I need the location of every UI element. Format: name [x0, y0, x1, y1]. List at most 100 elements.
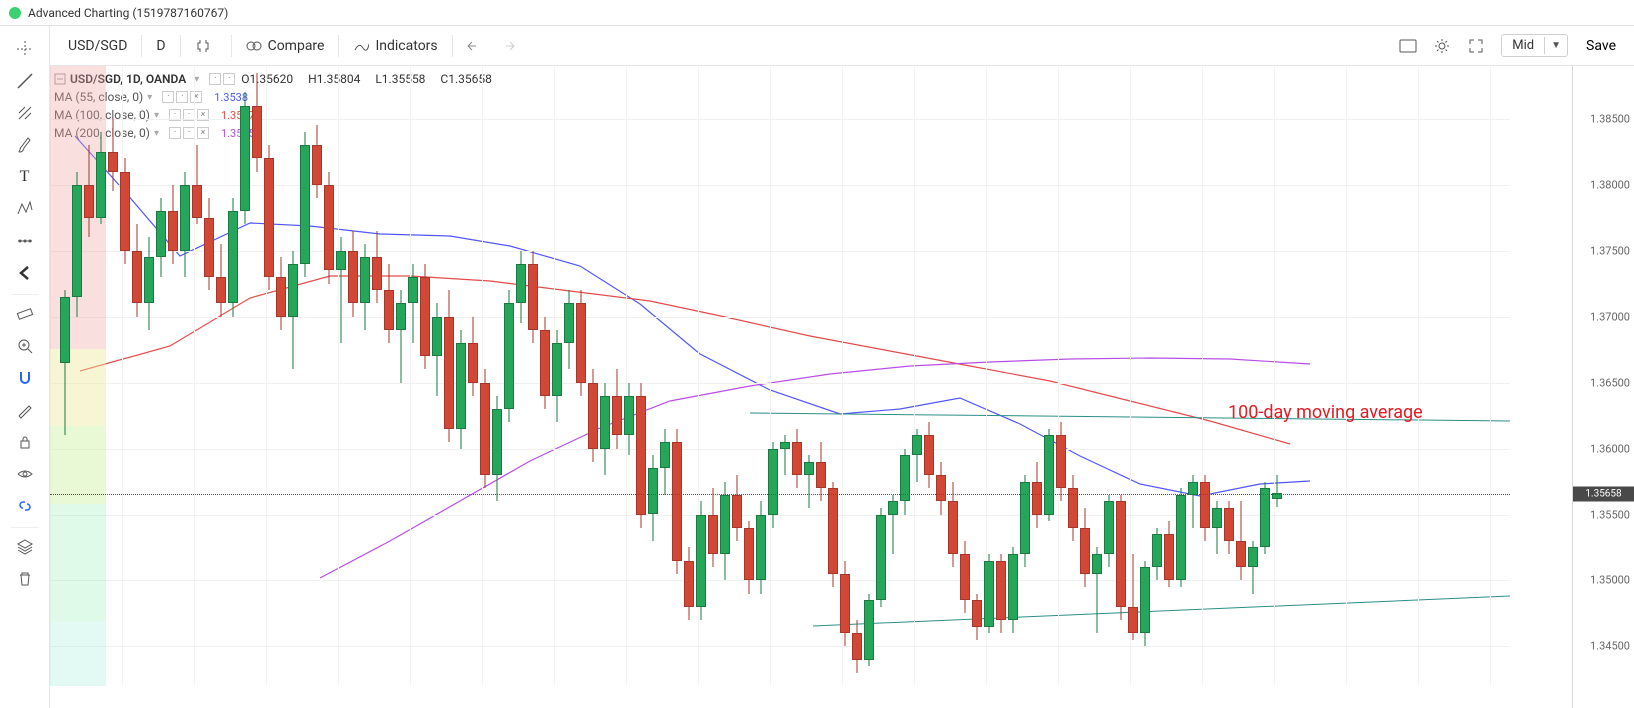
- candle: [540, 66, 550, 686]
- candle: [1200, 66, 1210, 686]
- interval-select[interactable]: D: [146, 34, 175, 58]
- window-title-bar: Advanced Charting (1519787160767): [0, 0, 1634, 26]
- trendline-tool[interactable]: [7, 66, 43, 96]
- candle: [1176, 66, 1186, 686]
- back-tool[interactable]: [7, 258, 43, 288]
- candle: [612, 66, 622, 686]
- magnet-tool[interactable]: [7, 363, 43, 393]
- pattern-tool[interactable]: [7, 194, 43, 224]
- draw-tool[interactable]: [7, 395, 43, 425]
- candle: [708, 66, 718, 686]
- candle: [192, 66, 202, 686]
- candle: [756, 66, 766, 686]
- candle: [636, 66, 646, 686]
- screenshot-button[interactable]: [1391, 32, 1425, 60]
- candle: [1140, 66, 1150, 686]
- candle: [60, 66, 70, 686]
- candle: [1044, 66, 1054, 686]
- link-tool[interactable]: [7, 491, 43, 521]
- layers-tool[interactable]: [7, 532, 43, 562]
- candle: [144, 66, 154, 686]
- candle: [528, 66, 538, 686]
- settings-button[interactable]: [1425, 32, 1459, 60]
- candle-icon: [195, 38, 211, 54]
- candle: [672, 66, 682, 686]
- candle: [1188, 66, 1198, 686]
- candle: [648, 66, 658, 686]
- candle: [516, 66, 526, 686]
- candle: [252, 66, 262, 686]
- candle: [552, 66, 562, 686]
- candle: [300, 66, 310, 686]
- save-button[interactable]: Save: [1576, 34, 1626, 58]
- candle: [1236, 66, 1246, 686]
- candle: [1056, 66, 1066, 686]
- redo-button[interactable]: [491, 32, 525, 60]
- candle: [576, 66, 586, 686]
- chart-plot[interactable]: USD/SGD, 1D, OANDA ▾ ·· O1.35620 H1.3580…: [50, 66, 1510, 686]
- top-toolbar: USD/SGD D Compare Indicators Mid ▼ Save: [50, 26, 1634, 66]
- candle: [132, 66, 142, 686]
- text-tool[interactable]: T: [7, 162, 43, 192]
- candle: [684, 66, 694, 686]
- candle: [1224, 66, 1234, 686]
- candle: [1164, 66, 1174, 686]
- candle: [1020, 66, 1030, 686]
- candle: [156, 66, 166, 686]
- candle: [780, 66, 790, 686]
- indicators-button[interactable]: Indicators: [343, 34, 447, 58]
- pitchfork-tool[interactable]: [7, 98, 43, 128]
- y-tick: 1.38500: [1590, 112, 1630, 125]
- chart-style-select[interactable]: [185, 34, 227, 58]
- window-title: Advanced Charting (1519787160767): [28, 6, 228, 20]
- candle: [360, 66, 370, 686]
- candle: [600, 66, 610, 686]
- candle: [1260, 66, 1270, 686]
- y-tick: 1.36500: [1590, 376, 1630, 389]
- compare-icon: [246, 38, 262, 54]
- ruler-tool[interactable]: [7, 299, 43, 329]
- candle: [264, 66, 274, 686]
- candle: [1104, 66, 1114, 686]
- candle: [204, 66, 214, 686]
- candle: [72, 66, 82, 686]
- y-tick: 1.35500: [1590, 508, 1630, 521]
- crosshair-tool[interactable]: [7, 34, 43, 64]
- candle: [336, 66, 346, 686]
- undo-button[interactable]: [457, 32, 491, 60]
- current-price-tag: 1.35658: [1573, 486, 1634, 501]
- fullscreen-button[interactable]: [1459, 32, 1493, 60]
- candle: [864, 66, 874, 686]
- candle: [852, 66, 862, 686]
- price-type-select[interactable]: Mid ▼: [1501, 34, 1568, 57]
- candle: [828, 66, 838, 686]
- trash-tool[interactable]: [7, 564, 43, 594]
- candle: [1152, 66, 1162, 686]
- compare-button[interactable]: Compare: [236, 34, 335, 58]
- candle: [504, 66, 514, 686]
- eye-tool[interactable]: [7, 459, 43, 489]
- candle: [444, 66, 454, 686]
- candle: [372, 66, 382, 686]
- y-tick: 1.37000: [1590, 310, 1630, 323]
- symbol-label: USD/SGD: [68, 38, 127, 54]
- candle: [168, 66, 178, 686]
- candle: [744, 66, 754, 686]
- candle: [432, 66, 442, 686]
- candle: [996, 66, 1006, 686]
- symbol-select[interactable]: USD/SGD: [58, 34, 137, 58]
- candle: [468, 66, 478, 686]
- y-tick: 1.35000: [1590, 574, 1630, 587]
- y-axis[interactable]: 1.385001.380001.375001.370001.365001.360…: [1572, 66, 1634, 708]
- candle: [660, 66, 670, 686]
- candle: [492, 66, 502, 686]
- candle: [180, 66, 190, 686]
- brush-tool[interactable]: [7, 130, 43, 160]
- zoom-tool[interactable]: [7, 331, 43, 361]
- lock-tool[interactable]: [7, 427, 43, 457]
- left-tools: T: [0, 26, 50, 708]
- candle: [1008, 66, 1018, 686]
- forecast-tool[interactable]: [7, 226, 43, 256]
- candle: [768, 66, 778, 686]
- candle: [696, 66, 706, 686]
